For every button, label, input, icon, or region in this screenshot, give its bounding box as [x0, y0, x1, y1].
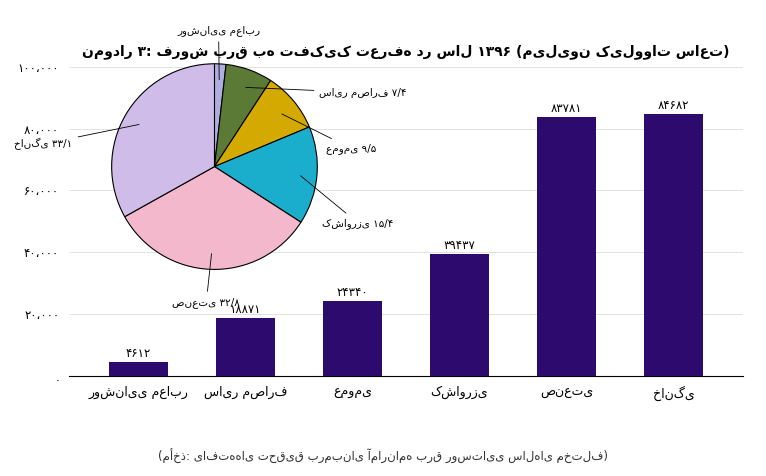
Text: سایر مصارف ۷/۴: سایر مصارف ۷/۴: [246, 88, 407, 98]
Bar: [644, 114, 703, 376]
Bar: [109, 362, 168, 376]
Text: خانگی ۳۳/۱: خانگی ۳۳/۱: [15, 124, 139, 150]
Text: ۳۹۴۳۷: ۳۹۴۳۷: [444, 239, 476, 252]
Text: ۱۸۸۷۱: ۱۸۸۷۱: [230, 303, 261, 316]
Text: ۲۴۳۴۰: ۲۴۳۴۰: [337, 286, 368, 299]
Text: کشاورزی ۱۵/۴: کشاورزی ۱۵/۴: [300, 176, 394, 228]
Text: عمومی ۹/۵: عمومی ۹/۵: [282, 114, 376, 154]
Wedge shape: [214, 127, 317, 222]
Text: روشنایی معابر: روشنایی معابر: [177, 25, 260, 79]
Bar: [323, 301, 382, 376]
Bar: [430, 254, 489, 376]
Text: (مأخذ: یافته‌های تحقیق برمبنای آمارنامه برق روستایی سال‌های مختلف): (مأخذ: یافته‌های تحقیق برمبنای آمارنامه …: [158, 449, 608, 464]
Wedge shape: [214, 64, 270, 167]
Text: ۴۶۱۲: ۴۶۱۲: [126, 347, 151, 360]
Wedge shape: [214, 80, 309, 167]
Text: ۸۳۷۸۱: ۸۳۷۸۱: [551, 102, 582, 115]
Wedge shape: [214, 64, 226, 167]
Wedge shape: [125, 167, 301, 269]
Bar: [537, 117, 596, 376]
Text: ۸۴۶۸۲: ۸۴۶۸۲: [658, 99, 689, 112]
Bar: [216, 317, 275, 376]
Title: نمودار ۳: فروش برق به تفکیک تعرفه در سال ۱۳۹۶ (میلیون کیلووات ساعت): نمودار ۳: فروش برق به تفکیک تعرفه در سال…: [82, 45, 730, 59]
Text: صنعتی ۳۲/۸: صنعتی ۳۲/۸: [172, 254, 241, 308]
Wedge shape: [112, 64, 214, 217]
